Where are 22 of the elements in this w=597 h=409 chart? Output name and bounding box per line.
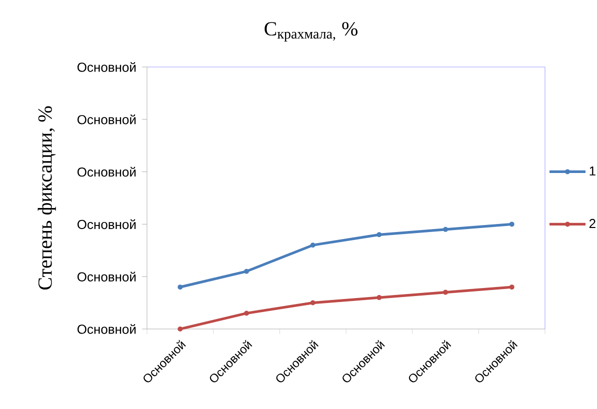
- point: [443, 290, 448, 295]
- text: Основной: [77, 219, 136, 230]
- text: Основной: [77, 324, 136, 334]
- point: [310, 242, 316, 248]
- point: [178, 284, 183, 290]
- text: Основной: [77, 272, 136, 282]
- text: Основной: [77, 62, 136, 72]
- text: Основной: [77, 114, 136, 124]
- point: [310, 300, 316, 306]
- point: [509, 284, 514, 290]
- point: [376, 295, 382, 300]
- point: [443, 226, 448, 232]
- point: [244, 268, 250, 274]
- point: [244, 310, 250, 316]
- y-axis-title: Степень фиксации, %: [38, 106, 56, 290]
- chart-title: C$_{крахмала,}$ %: [264, 22, 358, 42]
- legend-label: 2: [589, 218, 596, 228]
- point: [178, 326, 183, 332]
- point: [376, 232, 382, 238]
- text: Основной: [77, 166, 136, 177]
- point: [509, 222, 514, 227]
- legend-label: 1: [590, 166, 596, 176]
